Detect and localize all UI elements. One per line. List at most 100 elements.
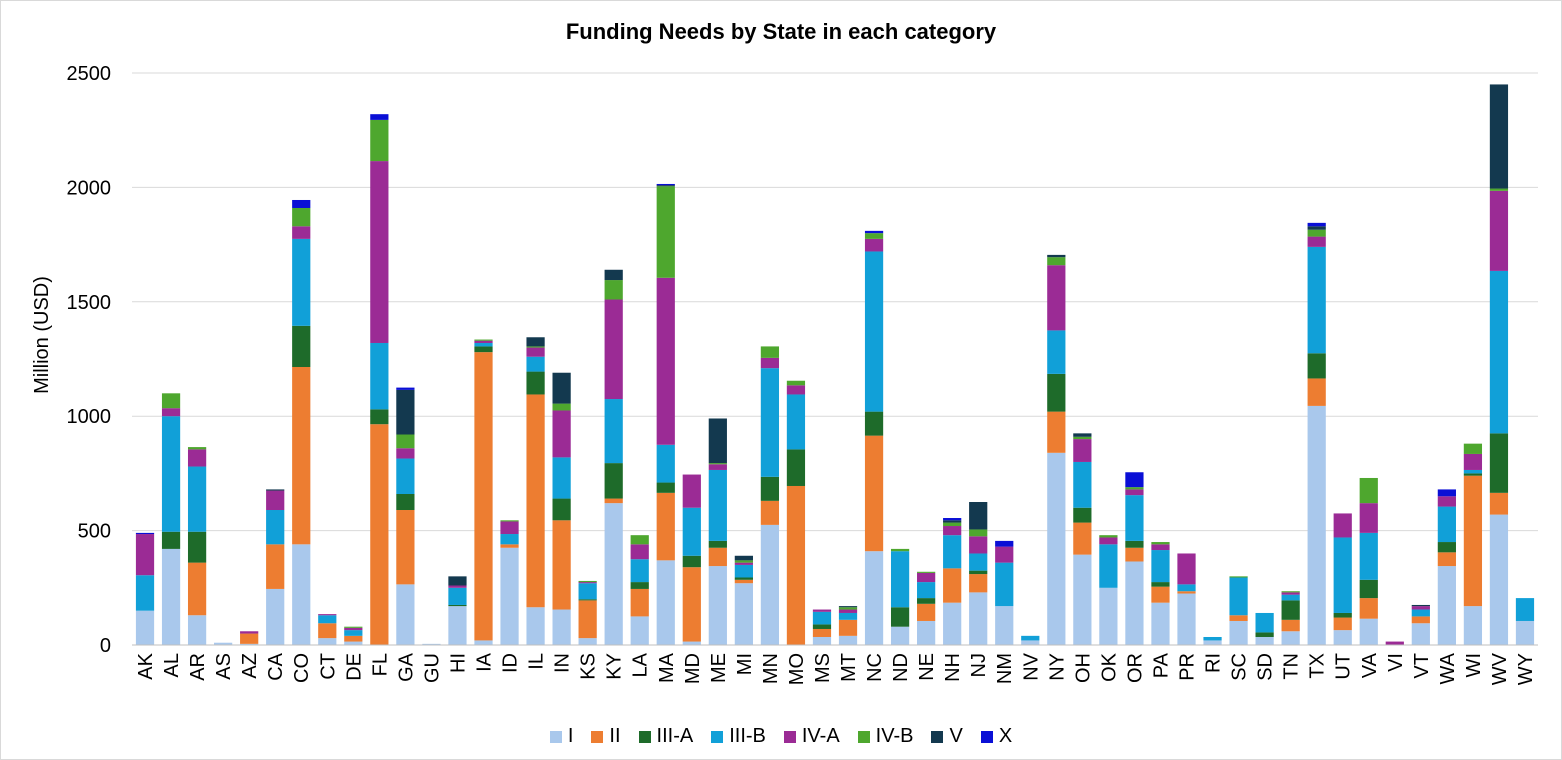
bar-segment-CA-V	[266, 489, 285, 491]
bar-segment-KY-III-A	[604, 463, 623, 499]
bar-segment-MI-III-B	[734, 564, 753, 578]
bar-segment-OR-II	[1125, 547, 1144, 562]
bar-segment-NM-IV-A	[995, 546, 1014, 563]
bar-segment-NY-III-B	[1047, 330, 1066, 374]
x-tick-label: NC	[864, 653, 886, 682]
bar-segment-GA-I	[396, 584, 415, 645]
bar-segment-MI-V	[734, 555, 753, 561]
bar-segment-AZ-I	[240, 643, 259, 645]
x-tick-label: FL	[369, 653, 391, 676]
bar-segment-AZ-IV-A	[240, 631, 259, 634]
bar-segment-CO-IV-A	[292, 226, 311, 239]
bar-segment-IL-V	[526, 337, 545, 347]
bar-segment-VT-I	[1411, 623, 1430, 645]
bar-segment-NY-II	[1047, 411, 1066, 453]
x-tick-label: AZ	[239, 653, 261, 679]
bar-segment-WA-II	[1437, 552, 1456, 567]
bar-segment-CT-I	[318, 638, 337, 645]
bar-segment-CA-I	[266, 588, 285, 645]
bar-segment-KS-IV-B	[578, 580, 597, 583]
bar-segment-SC-I	[1229, 620, 1248, 645]
x-tick-label: NE	[916, 653, 938, 681]
x-tick-label: AR	[187, 653, 209, 681]
bar-segment-MS-II	[812, 628, 832, 637]
y-tick-label: 2500	[67, 63, 112, 85]
bar-segment-IL-IV-A	[526, 347, 545, 357]
bar-segment-NH-IV-A	[943, 526, 962, 536]
bar-segment-UT-III-A	[1333, 612, 1352, 618]
x-tick-label: GA	[395, 652, 417, 682]
bar-segment-ME-III-A	[708, 540, 727, 548]
bar-segment-WA-III-B	[1437, 506, 1456, 543]
y-tick-label: 2000	[67, 177, 112, 199]
bar-segment-ME-I	[708, 566, 727, 645]
legend: I II III-A III-B IV-A IV-B V X	[1, 725, 1561, 748]
legend-swatch	[980, 730, 993, 743]
bar-segment-WI-III-A	[1463, 473, 1483, 476]
bar-segment-MD-III-A	[682, 555, 701, 568]
bar-segment-NJ-IV-A	[969, 536, 988, 554]
bar-segment-FL-III-B	[370, 342, 389, 410]
bar-segment-IL-III-A	[526, 371, 545, 395]
x-axis-ticks: AK AL AR AS AZ CA CO CT DE FL GA GU HI IA ID IL IN KS KY LA…	[135, 652, 1537, 685]
x-tick-label: CA	[265, 652, 287, 680]
bar-segment-OH-IV-B	[1073, 436, 1092, 440]
x-tick-label: IL	[526, 653, 548, 670]
bar-segment-UT-I	[1333, 630, 1352, 645]
bar-segment-AR-IV-B	[187, 447, 207, 450]
bar-segment-IN-II	[552, 520, 571, 610]
bar-segment-CA-IV-A	[266, 490, 285, 511]
bar-segment-OH-III-B	[1073, 461, 1092, 508]
bar-segment-MS-III-B	[812, 611, 832, 625]
bar-segment-IL-III-B	[526, 356, 545, 372]
bar-segment-CO-II	[292, 367, 311, 545]
bar-segment-NV-I	[1021, 640, 1040, 645]
bar-segment-ID-IV-B	[500, 520, 519, 522]
bar-segment-VA-II	[1359, 598, 1378, 619]
bar-segment-MS-I	[812, 636, 832, 645]
bar-segment-IL-I	[526, 607, 545, 645]
x-tick-label: RI	[1203, 653, 1225, 673]
bar-segment-SD-I	[1255, 636, 1274, 645]
bar-segment-NC-X	[864, 230, 884, 234]
bar-segment-IN-V	[552, 372, 571, 404]
bar-segment-NE-III-B	[917, 582, 936, 599]
bar-segment-NE-III-A	[917, 598, 936, 604]
bar-segment-OR-I	[1125, 561, 1144, 645]
bar-segment-PA-II	[1151, 586, 1170, 603]
bar-segment-MN-I	[760, 524, 780, 645]
legend-item-II: II	[591, 725, 621, 748]
bar-segment-NE-IV-B	[917, 571, 936, 573]
bar-segment-IA-IV-B	[474, 339, 493, 341]
bar-segment-MT-V	[838, 606, 858, 608]
legend-item-I: I	[549, 725, 573, 748]
x-tick-label: WI	[1463, 653, 1485, 677]
x-tick-label: OR	[1124, 653, 1146, 683]
bar-segment-MD-I	[682, 641, 701, 645]
bar-segment-NE-IV-A	[917, 572, 936, 583]
bar-segment-GA-IV-A	[396, 448, 415, 459]
bar-segment-IA-II	[474, 352, 493, 641]
bar-segment-MA-I	[656, 560, 675, 645]
bar-segment-OH-I	[1073, 554, 1092, 645]
bar-segment-ME-III-B	[708, 469, 727, 541]
bar-segment-WV-IV-A	[1489, 190, 1509, 271]
x-tick-label: WY	[1515, 653, 1537, 685]
bar-segment-ND-III-A	[890, 607, 910, 627]
bar-segment-IN-III-B	[552, 457, 571, 499]
x-tick-label: NJ	[968, 653, 990, 677]
bar-segment-VA-IV-B	[1359, 477, 1378, 504]
bar-segment-ND-IV-B	[890, 548, 910, 552]
bar-segment-PR-II	[1177, 591, 1196, 594]
bar-segment-WV-III-B	[1489, 270, 1509, 434]
bar-segment-IA-I	[474, 640, 493, 645]
x-tick-label: PR	[1177, 653, 1199, 681]
bar-segment-LA-I	[630, 616, 649, 645]
bar-segment-NJ-II	[969, 574, 988, 593]
x-tick-label: LA	[630, 652, 652, 677]
bar-segment-AL-IV-B	[161, 393, 181, 409]
bar-segment-KS-III-B	[578, 583, 597, 600]
bar-segment-WA-X	[1437, 489, 1456, 497]
bar-segment-LA-IV-B	[630, 535, 649, 545]
bar-segment-OR-IV-A	[1125, 489, 1144, 496]
